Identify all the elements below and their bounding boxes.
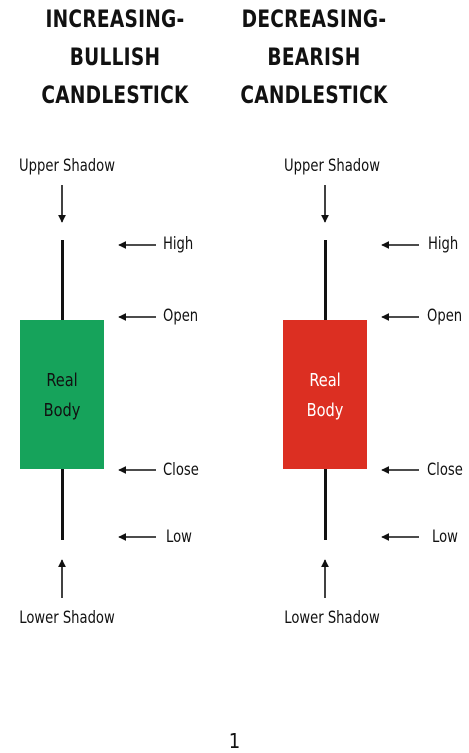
bearish-lower-wick bbox=[324, 469, 327, 540]
bullish-real-body-label: Real Body bbox=[24, 366, 100, 426]
bearish-low-label: Low bbox=[432, 527, 458, 547]
bullish-real-body bbox=[20, 320, 104, 469]
bearish-upper-shadow-label: Upper Shadow bbox=[284, 156, 380, 176]
bullish-low-label: Low bbox=[166, 527, 192, 547]
bearish-high-label: High bbox=[428, 234, 459, 254]
bullish-close-label: Close bbox=[163, 460, 199, 480]
bearish-real-body-label: Real Body bbox=[287, 366, 363, 426]
bullish-open-label: Open bbox=[163, 306, 199, 326]
bullish-title: INCREASING- BULLISH CANDLESTICK bbox=[14, 0, 215, 114]
bullish-title-line-3: CANDLESTICK bbox=[41, 81, 189, 109]
bearish-close-label: Close bbox=[427, 460, 463, 480]
bearish-body-line-2: Body bbox=[306, 400, 344, 421]
bullish-high-label: High bbox=[163, 234, 194, 254]
page-number: 1 bbox=[228, 729, 241, 753]
bearish-title-line-1: DECREASING- bbox=[241, 5, 387, 33]
bullish-body-line-1: Real bbox=[46, 370, 78, 391]
bearish-title-line-2: BEARISH bbox=[267, 43, 361, 71]
bearish-upper-wick bbox=[324, 240, 327, 321]
bearish-title-line-3: CANDLESTICK bbox=[240, 81, 388, 109]
bullish-body-line-2: Body bbox=[43, 400, 81, 421]
bearish-title: DECREASING- BEARISH CANDLESTICK bbox=[213, 0, 414, 114]
bullish-title-line-1: INCREASING- bbox=[45, 5, 185, 33]
bearish-real-body bbox=[283, 320, 367, 469]
bullish-lower-wick bbox=[61, 469, 64, 540]
bullish-upper-shadow-label: Upper Shadow bbox=[19, 156, 115, 176]
bullish-lower-shadow-label: Lower Shadow bbox=[19, 608, 115, 628]
bullish-upper-wick bbox=[61, 240, 64, 321]
bearish-lower-shadow-label: Lower Shadow bbox=[284, 608, 380, 628]
bearish-body-line-1: Real bbox=[309, 370, 341, 391]
bullish-title-line-2: BULLISH bbox=[69, 43, 161, 71]
bearish-open-label: Open bbox=[427, 306, 463, 326]
